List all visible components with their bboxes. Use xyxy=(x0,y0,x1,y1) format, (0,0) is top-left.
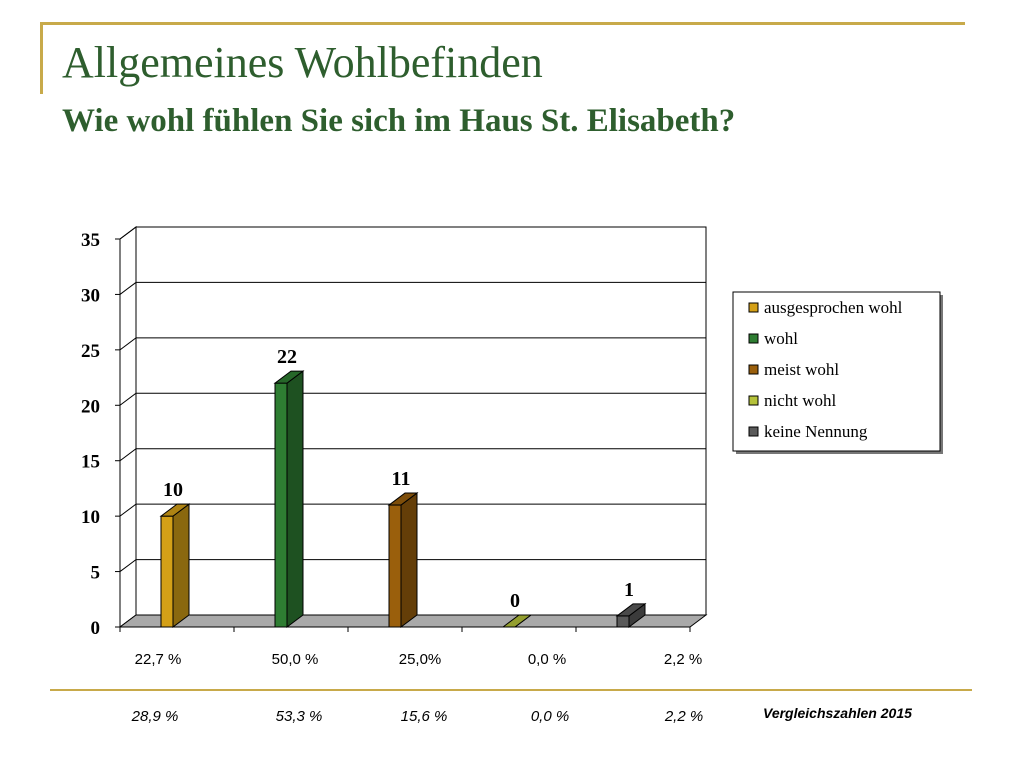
legend-label-ausgesprochen-wohl: ausgesprochen wohl xyxy=(764,298,903,317)
slide-title: Allgemeines Wohlbefinden xyxy=(62,38,543,87)
decorative-left-rule xyxy=(40,22,43,94)
bar-front-ausgesprochen-wohl xyxy=(160,515,174,628)
y-tick-label-30: 30 xyxy=(81,285,100,306)
decorative-top-rule xyxy=(40,22,965,25)
comparison-keine-nennung: 2,2 % xyxy=(664,708,704,725)
plot-back-wall xyxy=(135,226,707,616)
legend-swatch-keine-nennung xyxy=(748,426,759,437)
y-tick-label-5: 5 xyxy=(91,563,101,584)
legend-swatch-nicht-wohl xyxy=(748,395,759,406)
y-tick-label-15: 15 xyxy=(81,452,100,473)
bar-ausgesprochen-wohl: 10 xyxy=(159,479,191,628)
bar-nicht-wohl: 0 xyxy=(501,590,533,628)
bar-top-nicht-wohl xyxy=(501,614,533,628)
comparison-wohl: 53,3 % xyxy=(275,708,323,725)
bar-keine-nennung: 1 xyxy=(615,579,647,628)
bar-front-keine-nennung xyxy=(616,615,630,628)
y-tick-label-25: 25 xyxy=(81,341,100,362)
gridline-15 xyxy=(119,448,706,462)
gridline-25 xyxy=(119,337,706,351)
bar-wohl: 22 xyxy=(273,346,305,628)
gridline-30 xyxy=(119,281,706,295)
percentage-wohl: 50,0 % xyxy=(271,651,319,668)
y-tick-label-20: 20 xyxy=(81,396,100,417)
y-tick-label-10: 10 xyxy=(81,507,100,528)
bar-top-keine-nennung xyxy=(615,603,647,617)
comparison-ausgesprochen-wohl: 28,9 % xyxy=(131,708,179,725)
bar-front-meist-wohl xyxy=(388,504,402,628)
bar-side-wohl xyxy=(286,370,304,628)
comparison-meist-wohl: 15,6 % xyxy=(400,708,448,725)
y-tick-label-35: 35 xyxy=(81,230,100,251)
slide-subtitle: Wie wohl fühlen Sie sich im Haus St. Eli… xyxy=(62,103,736,139)
legend-swatch-wohl xyxy=(748,333,759,344)
legend-swatch-meist-wohl xyxy=(748,364,759,375)
gridline-5 xyxy=(119,559,706,572)
bar-side-meist-wohl xyxy=(400,492,418,628)
legend-swatch-ausgesprochen-wohl xyxy=(748,302,759,313)
bar-top-ausgesprochen-wohl xyxy=(159,503,191,517)
data-label-nicht-wohl: 0 xyxy=(510,590,520,612)
decorative-separator-rule xyxy=(50,689,972,691)
percentage-meist-wohl: 25,0% xyxy=(398,651,442,668)
data-label-keine-nennung: 1 xyxy=(624,579,634,601)
percentage-keine-nennung: 2,2 % xyxy=(663,651,703,668)
legend-box xyxy=(732,291,941,452)
legend-label-nicht-wohl: nicht wohl xyxy=(764,391,837,410)
legend-label-wohl: wohl xyxy=(764,329,798,348)
bar-top-meist-wohl xyxy=(387,492,419,506)
data-label-wohl: 22 xyxy=(277,346,297,368)
plot-side-wall xyxy=(119,226,137,628)
gridline-35 xyxy=(119,226,706,240)
percentage-nicht-wohl: 0,0 % xyxy=(527,651,567,668)
legend-label-keine-nennung: keine Nennung xyxy=(764,422,868,441)
comparison-label: Vergleichszahlen 2015 xyxy=(763,705,912,721)
bar-meist-wohl: 11 xyxy=(387,468,419,628)
gridline-10 xyxy=(119,503,706,517)
bar-top-wohl xyxy=(273,370,305,384)
gridline-20 xyxy=(119,392,706,406)
bar-side-ausgesprochen-wohl xyxy=(172,503,190,628)
y-tick-label-0: 0 xyxy=(91,618,101,639)
data-label-ausgesprochen-wohl: 10 xyxy=(163,479,183,501)
legend-label-meist-wohl: meist wohl xyxy=(764,360,839,379)
bar-front-wohl xyxy=(274,382,288,628)
comparison-nicht-wohl: 0,0 % xyxy=(530,708,570,725)
percentage-ausgesprochen-wohl: 22,7 % xyxy=(134,651,182,668)
data-label-meist-wohl: 11 xyxy=(392,468,411,490)
